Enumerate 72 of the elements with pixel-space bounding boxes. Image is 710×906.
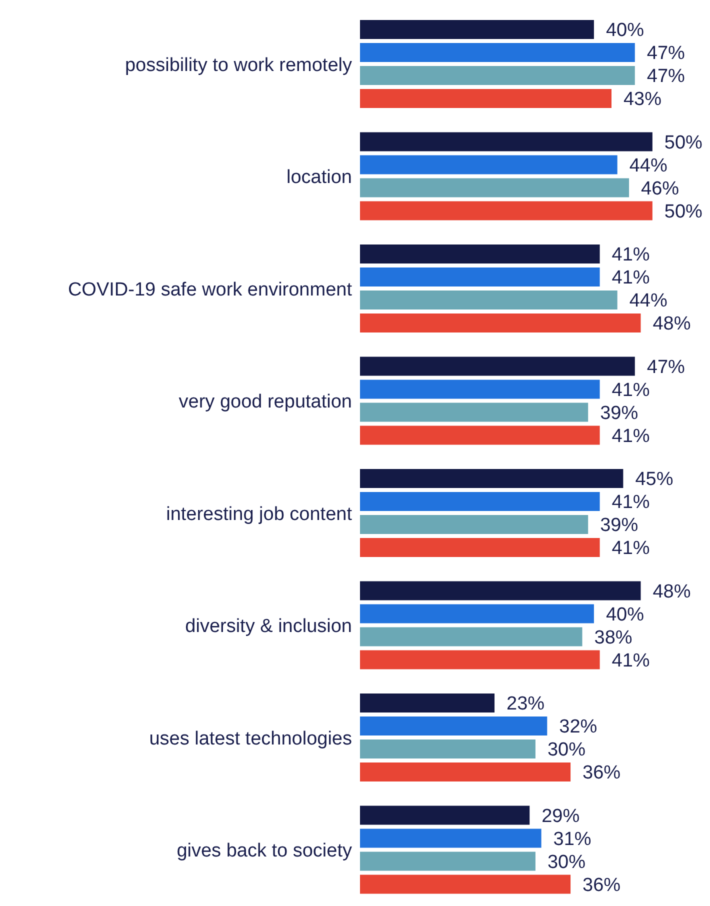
data-label: 32% <box>559 716 598 738</box>
data-label: 40% <box>606 20 644 42</box>
data-label: 41% <box>612 244 650 266</box>
bar <box>360 43 635 62</box>
data-label: 44% <box>629 290 668 312</box>
data-label: 50% <box>664 201 703 222</box>
data-label: 45% <box>635 469 674 490</box>
data-label: 39% <box>600 515 638 536</box>
y-tick-label: gives back to society <box>176 840 352 862</box>
y-tick-label: uses latest technologies <box>149 728 352 750</box>
data-label: 30% <box>547 852 586 873</box>
bar <box>360 268 600 286</box>
data-label: 36% <box>582 874 621 896</box>
y-tick-label: very good reputation <box>178 392 352 413</box>
bar <box>360 132 652 152</box>
bar <box>360 290 618 310</box>
bar <box>360 178 630 198</box>
bar <box>360 155 618 174</box>
bar <box>360 604 594 624</box>
y-tick-label: interesting job content <box>166 504 353 525</box>
bar <box>360 201 652 220</box>
y-tick-label: diversity & inclusion <box>185 616 352 638</box>
bar <box>360 402 588 422</box>
bar <box>360 581 641 600</box>
data-label: 31% <box>553 828 592 850</box>
data-label: 43% <box>623 89 662 110</box>
bar <box>360 356 635 376</box>
bar <box>360 244 600 264</box>
data-label: 50% <box>664 132 703 154</box>
data-label: 40% <box>606 604 644 626</box>
bar <box>360 314 641 332</box>
data-label: 44% <box>629 155 668 176</box>
data-label: 41% <box>612 650 650 672</box>
data-label: 29% <box>542 806 580 827</box>
bar <box>360 874 571 894</box>
bar <box>360 89 612 108</box>
bar <box>360 515 588 534</box>
y-tick-label: possibility to work remotely <box>124 54 352 76</box>
data-label: 46% <box>641 178 680 200</box>
bar <box>360 740 536 758</box>
bar <box>360 426 600 445</box>
data-label: 48% <box>652 314 691 335</box>
data-label: 47% <box>646 356 686 378</box>
bar <box>360 762 571 782</box>
y-tick-label: COVID-19 safe work environment <box>68 279 353 300</box>
data-label: 23% <box>506 694 545 715</box>
data-label: 47% <box>646 66 686 88</box>
data-label: 30% <box>547 740 586 761</box>
data-label: 41% <box>612 426 650 447</box>
bar <box>360 716 548 736</box>
bar <box>360 380 600 399</box>
bar <box>360 492 600 511</box>
data-label: 41% <box>612 538 650 560</box>
bar <box>360 627 582 646</box>
bar <box>360 66 635 85</box>
bar <box>360 650 600 670</box>
bar <box>360 20 594 39</box>
data-label: 36% <box>582 762 621 784</box>
data-label: 41% <box>612 492 650 514</box>
data-label: 41% <box>612 268 650 289</box>
data-label: 48% <box>652 581 691 602</box>
bar <box>360 852 536 871</box>
bar <box>360 469 624 488</box>
bar <box>360 694 495 712</box>
y-tick-label: location <box>286 167 352 188</box>
bar <box>360 828 542 848</box>
bar <box>360 538 600 557</box>
bar <box>360 806 530 825</box>
data-label: 47% <box>646 43 686 64</box>
data-label: 41% <box>612 380 650 401</box>
data-label: 38% <box>594 627 632 648</box>
data-label: 39% <box>600 402 638 424</box>
